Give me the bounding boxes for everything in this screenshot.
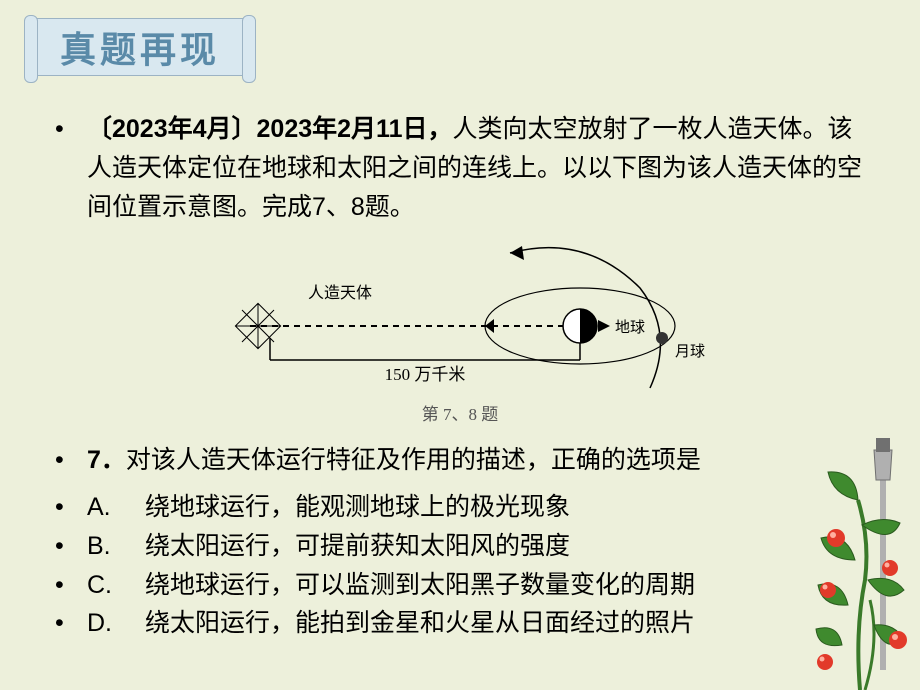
orbit-diagram: 人造天体 150 万千米 地球 月球 第 7、8 题	[180, 238, 740, 428]
option-d: • D. 绕太阳运行，能拍到金星和火星从日面经过的照片	[55, 604, 865, 643]
intro-text: 〔2023年4月〕2023年2月11日，人类向太空放射了一枚人造天体。该人造天体…	[87, 110, 865, 226]
bullet-icon: •	[55, 527, 87, 566]
bullet-icon: •	[55, 604, 87, 643]
bullet-icon: •	[55, 441, 87, 480]
option-label: A.	[87, 488, 145, 527]
option-label: D.	[87, 604, 145, 643]
option-c: • C. 绕地球运行，可以监测到太阳黑子数量变化的周期	[55, 566, 865, 605]
bullet-icon: •	[55, 566, 87, 605]
distance-label: 150 万千米	[385, 365, 466, 384]
option-label: C.	[87, 566, 145, 605]
option-b: • B. 绕太阳运行，可提前获知太阳风的强度	[55, 527, 865, 566]
intro-paragraph: • 〔2023年4月〕2023年2月11日，人类向太空放射了一枚人造天体。该人造…	[55, 110, 865, 226]
option-text: 绕太阳运行，能拍到金星和火星从日面经过的照片	[145, 604, 865, 643]
option-label: B.	[87, 527, 145, 566]
question-body: 对该人造天体运行特征及作用的描述，正确的选项是	[126, 446, 701, 474]
question-line: • 7．对该人造天体运行特征及作用的描述，正确的选项是	[55, 441, 865, 480]
satellite-label: 人造天体	[308, 284, 372, 302]
intro-bold: 〔2023年4月〕2023年2月11日，	[87, 115, 452, 143]
option-text: 绕地球运行，可以监测到太阳黑子数量变化的周期	[145, 566, 865, 605]
option-text: 绕地球运行，能观测地球上的极光现象	[145, 488, 865, 527]
question-text: 7．对该人造天体运行特征及作用的描述，正确的选项是	[87, 441, 865, 480]
bullet-icon: •	[55, 110, 87, 226]
question-number: 7．	[87, 446, 126, 474]
slide-content: • 〔2023年4月〕2023年2月11日，人类向太空放射了一枚人造天体。该人造…	[55, 110, 865, 643]
option-text: 绕太阳运行，可提前获知太阳风的强度	[145, 527, 865, 566]
earth-label: 地球	[615, 319, 645, 336]
options-list: • A. 绕地球运行，能观测地球上的极光现象 • B. 绕太阳运行，可提前获知太…	[55, 488, 865, 643]
diagram-container: 人造天体 150 万千米 地球 月球 第 7、8 题	[55, 238, 865, 433]
option-a: • A. 绕地球运行，能观测地球上的极光现象	[55, 488, 865, 527]
moon-label: 月球	[675, 343, 705, 360]
title-box: 真题再现	[30, 18, 250, 76]
diagram-caption: 第 7、8 题	[422, 405, 499, 424]
title-text: 真题再现	[60, 21, 220, 73]
bullet-icon: •	[55, 488, 87, 527]
